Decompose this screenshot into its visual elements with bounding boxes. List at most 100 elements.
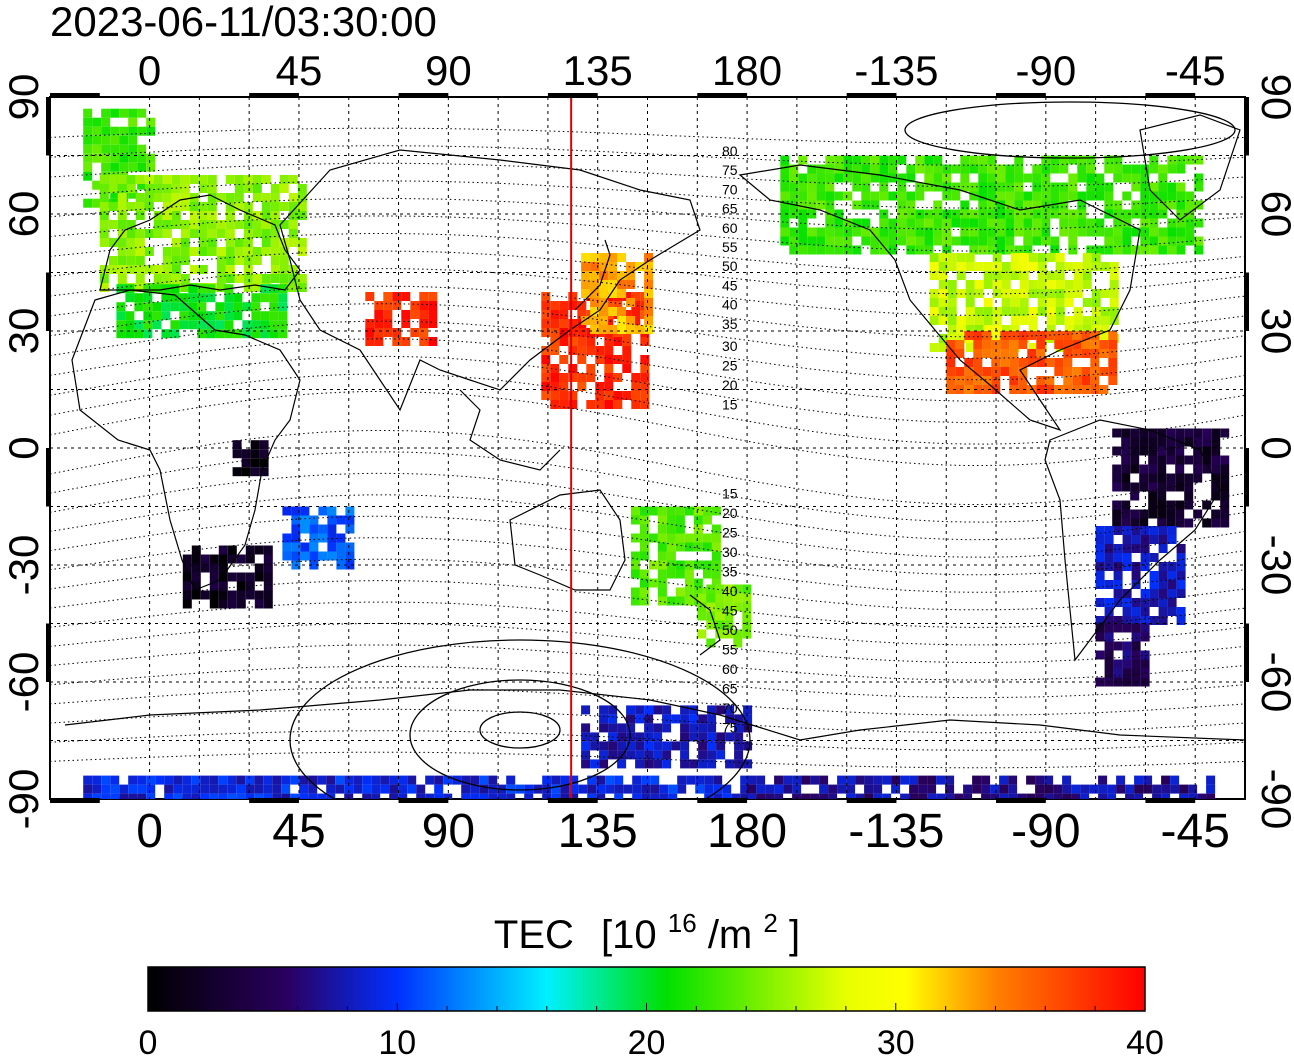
tec-cell bbox=[180, 229, 190, 238]
tec-cell bbox=[1082, 316, 1092, 325]
tec-cell bbox=[960, 155, 970, 165]
tec-cell bbox=[1082, 325, 1092, 334]
tec-cell bbox=[798, 182, 808, 192]
tec-cell bbox=[336, 542, 346, 552]
tec-cell bbox=[716, 741, 726, 751]
tec-cell bbox=[1037, 253, 1047, 262]
tec-cell bbox=[1104, 155, 1114, 165]
tec-cell bbox=[969, 164, 979, 174]
tec-cell bbox=[1113, 200, 1123, 210]
tec-cell bbox=[101, 144, 111, 154]
tec-cell bbox=[137, 126, 147, 136]
tec-cell bbox=[245, 545, 255, 555]
tec-cell bbox=[1080, 793, 1090, 799]
tec-cell bbox=[1046, 271, 1056, 280]
tec-cell bbox=[1023, 209, 1033, 219]
tec-cell bbox=[197, 284, 207, 294]
tec-cell bbox=[693, 560, 703, 570]
tec-cell bbox=[259, 449, 269, 459]
colorbar-tick-label: 10 bbox=[378, 1024, 416, 1057]
tec-cell bbox=[599, 759, 609, 769]
tec-cell bbox=[969, 245, 979, 255]
tec-cell bbox=[630, 515, 640, 525]
axis-bar bbox=[547, 798, 598, 803]
tec-cell bbox=[906, 191, 916, 201]
tec-cell bbox=[1010, 271, 1020, 280]
tec-cell bbox=[236, 590, 246, 600]
tec-cell bbox=[1161, 784, 1171, 794]
tec-cell bbox=[209, 599, 219, 609]
tec-cell bbox=[1140, 236, 1150, 246]
tec-cell bbox=[327, 533, 337, 543]
tec-cell bbox=[640, 337, 650, 346]
tec-cell bbox=[734, 741, 744, 751]
tec-cell bbox=[1032, 236, 1042, 246]
maglat-contour bbox=[50, 623, 1245, 663]
tec-cell bbox=[604, 319, 614, 328]
tec-cell bbox=[724, 593, 734, 603]
tec-cell bbox=[290, 793, 300, 799]
tec-cell bbox=[630, 560, 640, 570]
tec-cell bbox=[798, 200, 808, 210]
tec-cell bbox=[684, 506, 694, 516]
tec-cell bbox=[288, 265, 298, 274]
tec-cell bbox=[216, 220, 226, 229]
tec-cell bbox=[200, 784, 210, 794]
tec-cell bbox=[1158, 598, 1168, 607]
tec-cell bbox=[1161, 775, 1171, 785]
tec-cell bbox=[200, 793, 210, 799]
tec-cell bbox=[942, 218, 952, 228]
tec-cell bbox=[259, 458, 269, 468]
tec-cell bbox=[789, 236, 799, 246]
tec-cell bbox=[725, 714, 735, 724]
tec-cell bbox=[657, 533, 667, 543]
tec-cell bbox=[1113, 245, 1123, 255]
tec-cell bbox=[711, 578, 721, 588]
tec-cell bbox=[1063, 331, 1073, 340]
top-lon-label: 180 bbox=[712, 47, 782, 94]
tec-cell bbox=[707, 750, 717, 760]
tec-cell bbox=[801, 793, 811, 799]
tec-cell bbox=[1166, 446, 1176, 456]
tec-cell bbox=[996, 227, 1006, 237]
tec-cell bbox=[83, 108, 93, 118]
tec-cell bbox=[173, 793, 183, 799]
tec-cell bbox=[389, 784, 399, 794]
tec-cell bbox=[1157, 473, 1167, 483]
tec-cell bbox=[1109, 307, 1119, 316]
tec-cell bbox=[631, 319, 641, 328]
tec-cell bbox=[1095, 191, 1105, 201]
tec-cell bbox=[1073, 289, 1083, 298]
colorbar-tick-label: 30 bbox=[877, 1024, 915, 1057]
tec-cell bbox=[524, 784, 534, 794]
tec-cell bbox=[128, 153, 138, 163]
tec-cell bbox=[1107, 784, 1117, 794]
tec-cell bbox=[1059, 209, 1069, 219]
maglat-label-north: 55 bbox=[722, 239, 738, 255]
tec-cell bbox=[965, 253, 975, 262]
tec-cell bbox=[1176, 589, 1186, 598]
tec-cell bbox=[861, 155, 871, 165]
tec-cell bbox=[569, 775, 579, 785]
tec-cell bbox=[434, 793, 444, 799]
tec-cell bbox=[1104, 164, 1114, 174]
tec-cell bbox=[996, 173, 1006, 183]
tec-cell bbox=[209, 590, 219, 600]
tec-cell bbox=[197, 320, 207, 330]
tec-cell bbox=[101, 793, 111, 799]
tec-cell bbox=[182, 775, 192, 785]
tec-cell bbox=[236, 599, 246, 609]
tec-cell bbox=[261, 220, 271, 229]
tec-cell bbox=[734, 732, 744, 742]
tec-cell bbox=[162, 229, 172, 238]
tec-cell bbox=[198, 229, 208, 238]
tec-cell bbox=[1139, 464, 1149, 474]
tec-cell bbox=[938, 334, 948, 343]
tec-cell bbox=[1158, 191, 1168, 201]
tec-cell bbox=[371, 775, 381, 785]
tec-cell bbox=[110, 126, 120, 136]
tec-cell bbox=[170, 302, 180, 312]
tec-cell bbox=[1140, 607, 1150, 616]
tec-cell bbox=[900, 793, 910, 799]
tec-cell bbox=[243, 274, 253, 283]
